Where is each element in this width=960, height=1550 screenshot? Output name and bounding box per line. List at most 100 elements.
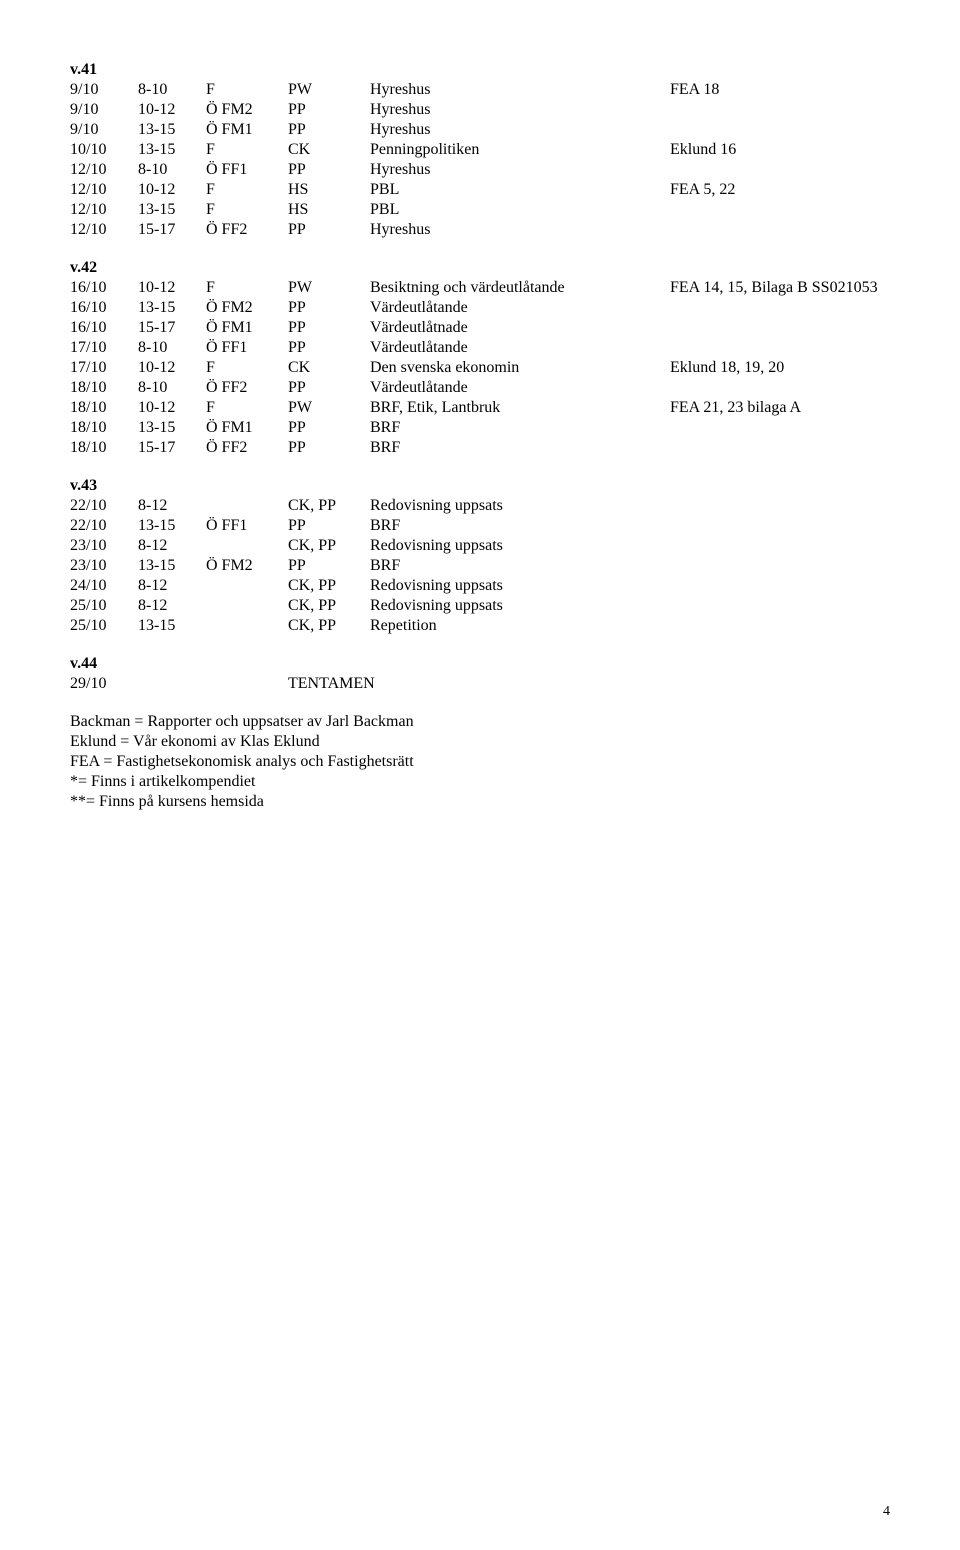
cell-teacher: PP: [288, 556, 370, 576]
cell-group: Ö FF2: [206, 378, 288, 398]
cell-time: 15-17: [138, 220, 206, 240]
cell-topic: PBL: [370, 180, 670, 200]
cell-teacher: CK, PP: [288, 536, 370, 556]
cell-group: Ö FM2: [206, 100, 288, 120]
cell-time: 10-12: [138, 398, 206, 418]
cell-group: F: [206, 398, 288, 418]
cell-group: [206, 596, 288, 616]
cell-date: 9/10: [70, 120, 138, 140]
table-row: 16/1010-12FPWBesiktning och värdeutlåtan…: [70, 278, 890, 298]
cell-teacher: CK, PP: [288, 616, 370, 636]
cell-group: Ö FF1: [206, 516, 288, 536]
footer-notes: Backman = Rapporter och uppsatser av Jar…: [70, 712, 890, 812]
cell-teacher: CK, PP: [288, 596, 370, 616]
cell-group: F: [206, 80, 288, 100]
cell-teacher: HS: [288, 180, 370, 200]
cell-date: 18/10: [70, 418, 138, 438]
cell-ref: [670, 516, 890, 536]
cell-ref: [670, 418, 890, 438]
cell-teacher: PP: [288, 378, 370, 398]
cell-time: 8-10: [138, 160, 206, 180]
cell-teacher: PP: [288, 318, 370, 338]
schedule-table: 16/1010-12FPWBesiktning och värdeutlåtan…: [70, 278, 890, 458]
cell-date: 29/10: [70, 674, 138, 694]
cell-group: F: [206, 200, 288, 220]
document-body: v.419/108-10FPWHyreshusFEA 189/1010-12Ö …: [70, 60, 890, 812]
cell-group: Ö FF2: [206, 438, 288, 458]
cell-date: 23/10: [70, 536, 138, 556]
cell-time: 8-12: [138, 496, 206, 516]
cell-topic: Hyreshus: [370, 80, 670, 100]
cell-date: 16/10: [70, 298, 138, 318]
cell-teacher: CK: [288, 140, 370, 160]
cell-group: Ö FM1: [206, 418, 288, 438]
cell-ref: [670, 556, 890, 576]
cell-ref: [670, 200, 890, 220]
cell-topic: Den svenska ekonomin: [370, 358, 670, 378]
cell-time: 8-12: [138, 536, 206, 556]
table-row: 23/1013-15Ö FM2PPBRF: [70, 556, 890, 576]
table-row: 18/1010-12FPWBRF, Etik, LantbrukFEA 21, …: [70, 398, 890, 418]
cell-time: 8-10: [138, 378, 206, 398]
cell-date: 23/10: [70, 556, 138, 576]
table-row: 10/1013-15FCKPenningpolitikenEklund 16: [70, 140, 890, 160]
schedule-table: 29/10TENTAMEN: [70, 674, 890, 694]
cell-teacher: PP: [288, 220, 370, 240]
week-label: v.42: [70, 258, 890, 278]
cell-time: 10-12: [138, 180, 206, 200]
cell-teacher: PP: [288, 160, 370, 180]
page-number: 4: [883, 1503, 890, 1521]
cell-date: 22/10: [70, 516, 138, 536]
cell-teacher: PW: [288, 398, 370, 418]
cell-time: 10-12: [138, 358, 206, 378]
cell-group: Ö FM1: [206, 318, 288, 338]
cell-time: 13-15: [138, 200, 206, 220]
cell-date: 18/10: [70, 438, 138, 458]
cell-teacher: PP: [288, 120, 370, 140]
table-row: 22/108-12CK, PPRedovisning uppsats: [70, 496, 890, 516]
cell-ref: [670, 596, 890, 616]
cell-date: 10/10: [70, 140, 138, 160]
cell-ref: [670, 438, 890, 458]
cell-date: 25/10: [70, 616, 138, 636]
cell-topic: BRF: [370, 418, 670, 438]
table-row: 18/1015-17Ö FF2PPBRF: [70, 438, 890, 458]
cell-group: F: [206, 140, 288, 160]
cell-ref: [670, 120, 890, 140]
cell-topic: BRF, Etik, Lantbruk: [370, 398, 670, 418]
cell-date: 17/10: [70, 338, 138, 358]
cell-topic: Redovisning uppsats: [370, 576, 670, 596]
cell-ref: [670, 496, 890, 516]
cell-ref: [670, 220, 890, 240]
table-row: 29/10TENTAMEN: [70, 674, 890, 694]
schedule-table: 9/108-10FPWHyreshusFEA 189/1010-12Ö FM2P…: [70, 80, 890, 240]
cell-date: 12/10: [70, 180, 138, 200]
cell-time: 10-12: [138, 100, 206, 120]
cell-ref: [670, 536, 890, 556]
cell-ref: FEA 14, 15, Bilaga B SS021053: [670, 278, 890, 298]
cell-group: Ö FM2: [206, 556, 288, 576]
cell-ref: Eklund 16: [670, 140, 890, 160]
cell-group: [206, 536, 288, 556]
footer-line: FEA = Fastighetsekonomisk analys och Fas…: [70, 752, 890, 772]
table-row: 18/1013-15Ö FM1PPBRF: [70, 418, 890, 438]
table-row: 9/108-10FPWHyreshusFEA 18: [70, 80, 890, 100]
cell-group: F: [206, 358, 288, 378]
cell-ref: FEA 5, 22: [670, 180, 890, 200]
cell-teacher: PP: [288, 438, 370, 458]
cell-group: F: [206, 278, 288, 298]
cell-topic: Hyreshus: [370, 160, 670, 180]
cell-group: [206, 674, 288, 694]
cell-topic: Hyreshus: [370, 220, 670, 240]
cell-topic: Värdeutlåtande: [370, 298, 670, 318]
table-row: 25/108-12CK, PPRedovisning uppsats: [70, 596, 890, 616]
table-row: 12/1015-17Ö FF2PPHyreshus: [70, 220, 890, 240]
schedule-table: 22/108-12CK, PPRedovisning uppsats22/101…: [70, 496, 890, 636]
cell-topic: Hyreshus: [370, 120, 670, 140]
cell-group: F: [206, 180, 288, 200]
cell-time: 8-10: [138, 80, 206, 100]
week-label: v.43: [70, 476, 890, 496]
cell-topic: Värdeutlåtnade: [370, 318, 670, 338]
cell-date: 12/10: [70, 160, 138, 180]
cell-topic: Redovisning uppsats: [370, 596, 670, 616]
